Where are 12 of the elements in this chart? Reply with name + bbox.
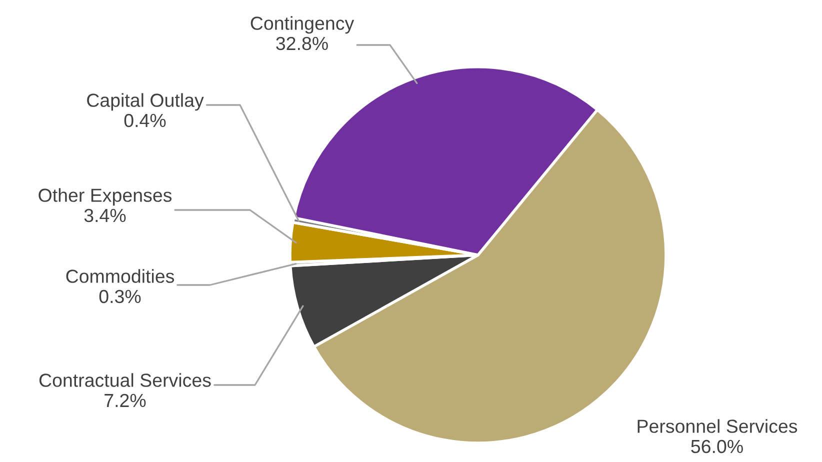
slice-label: Other Expenses — [38, 188, 172, 206]
data-label: 56.0% — [691, 440, 743, 454]
slice-label: Commodities — [66, 269, 174, 283]
slice-label: Contingency — [250, 16, 354, 34]
data-label: 32.8% — [276, 36, 328, 50]
data-label: 3.4% — [84, 208, 126, 222]
data-label: 0.4% — [124, 114, 166, 128]
data-label: 0.3% — [99, 290, 141, 304]
data-label: 7.2% — [104, 394, 146, 408]
slice-label: Capital Outlay — [87, 93, 204, 111]
slice-label: Personnel Services — [638, 419, 798, 433]
slice-label: Contractual Services — [39, 373, 211, 387]
